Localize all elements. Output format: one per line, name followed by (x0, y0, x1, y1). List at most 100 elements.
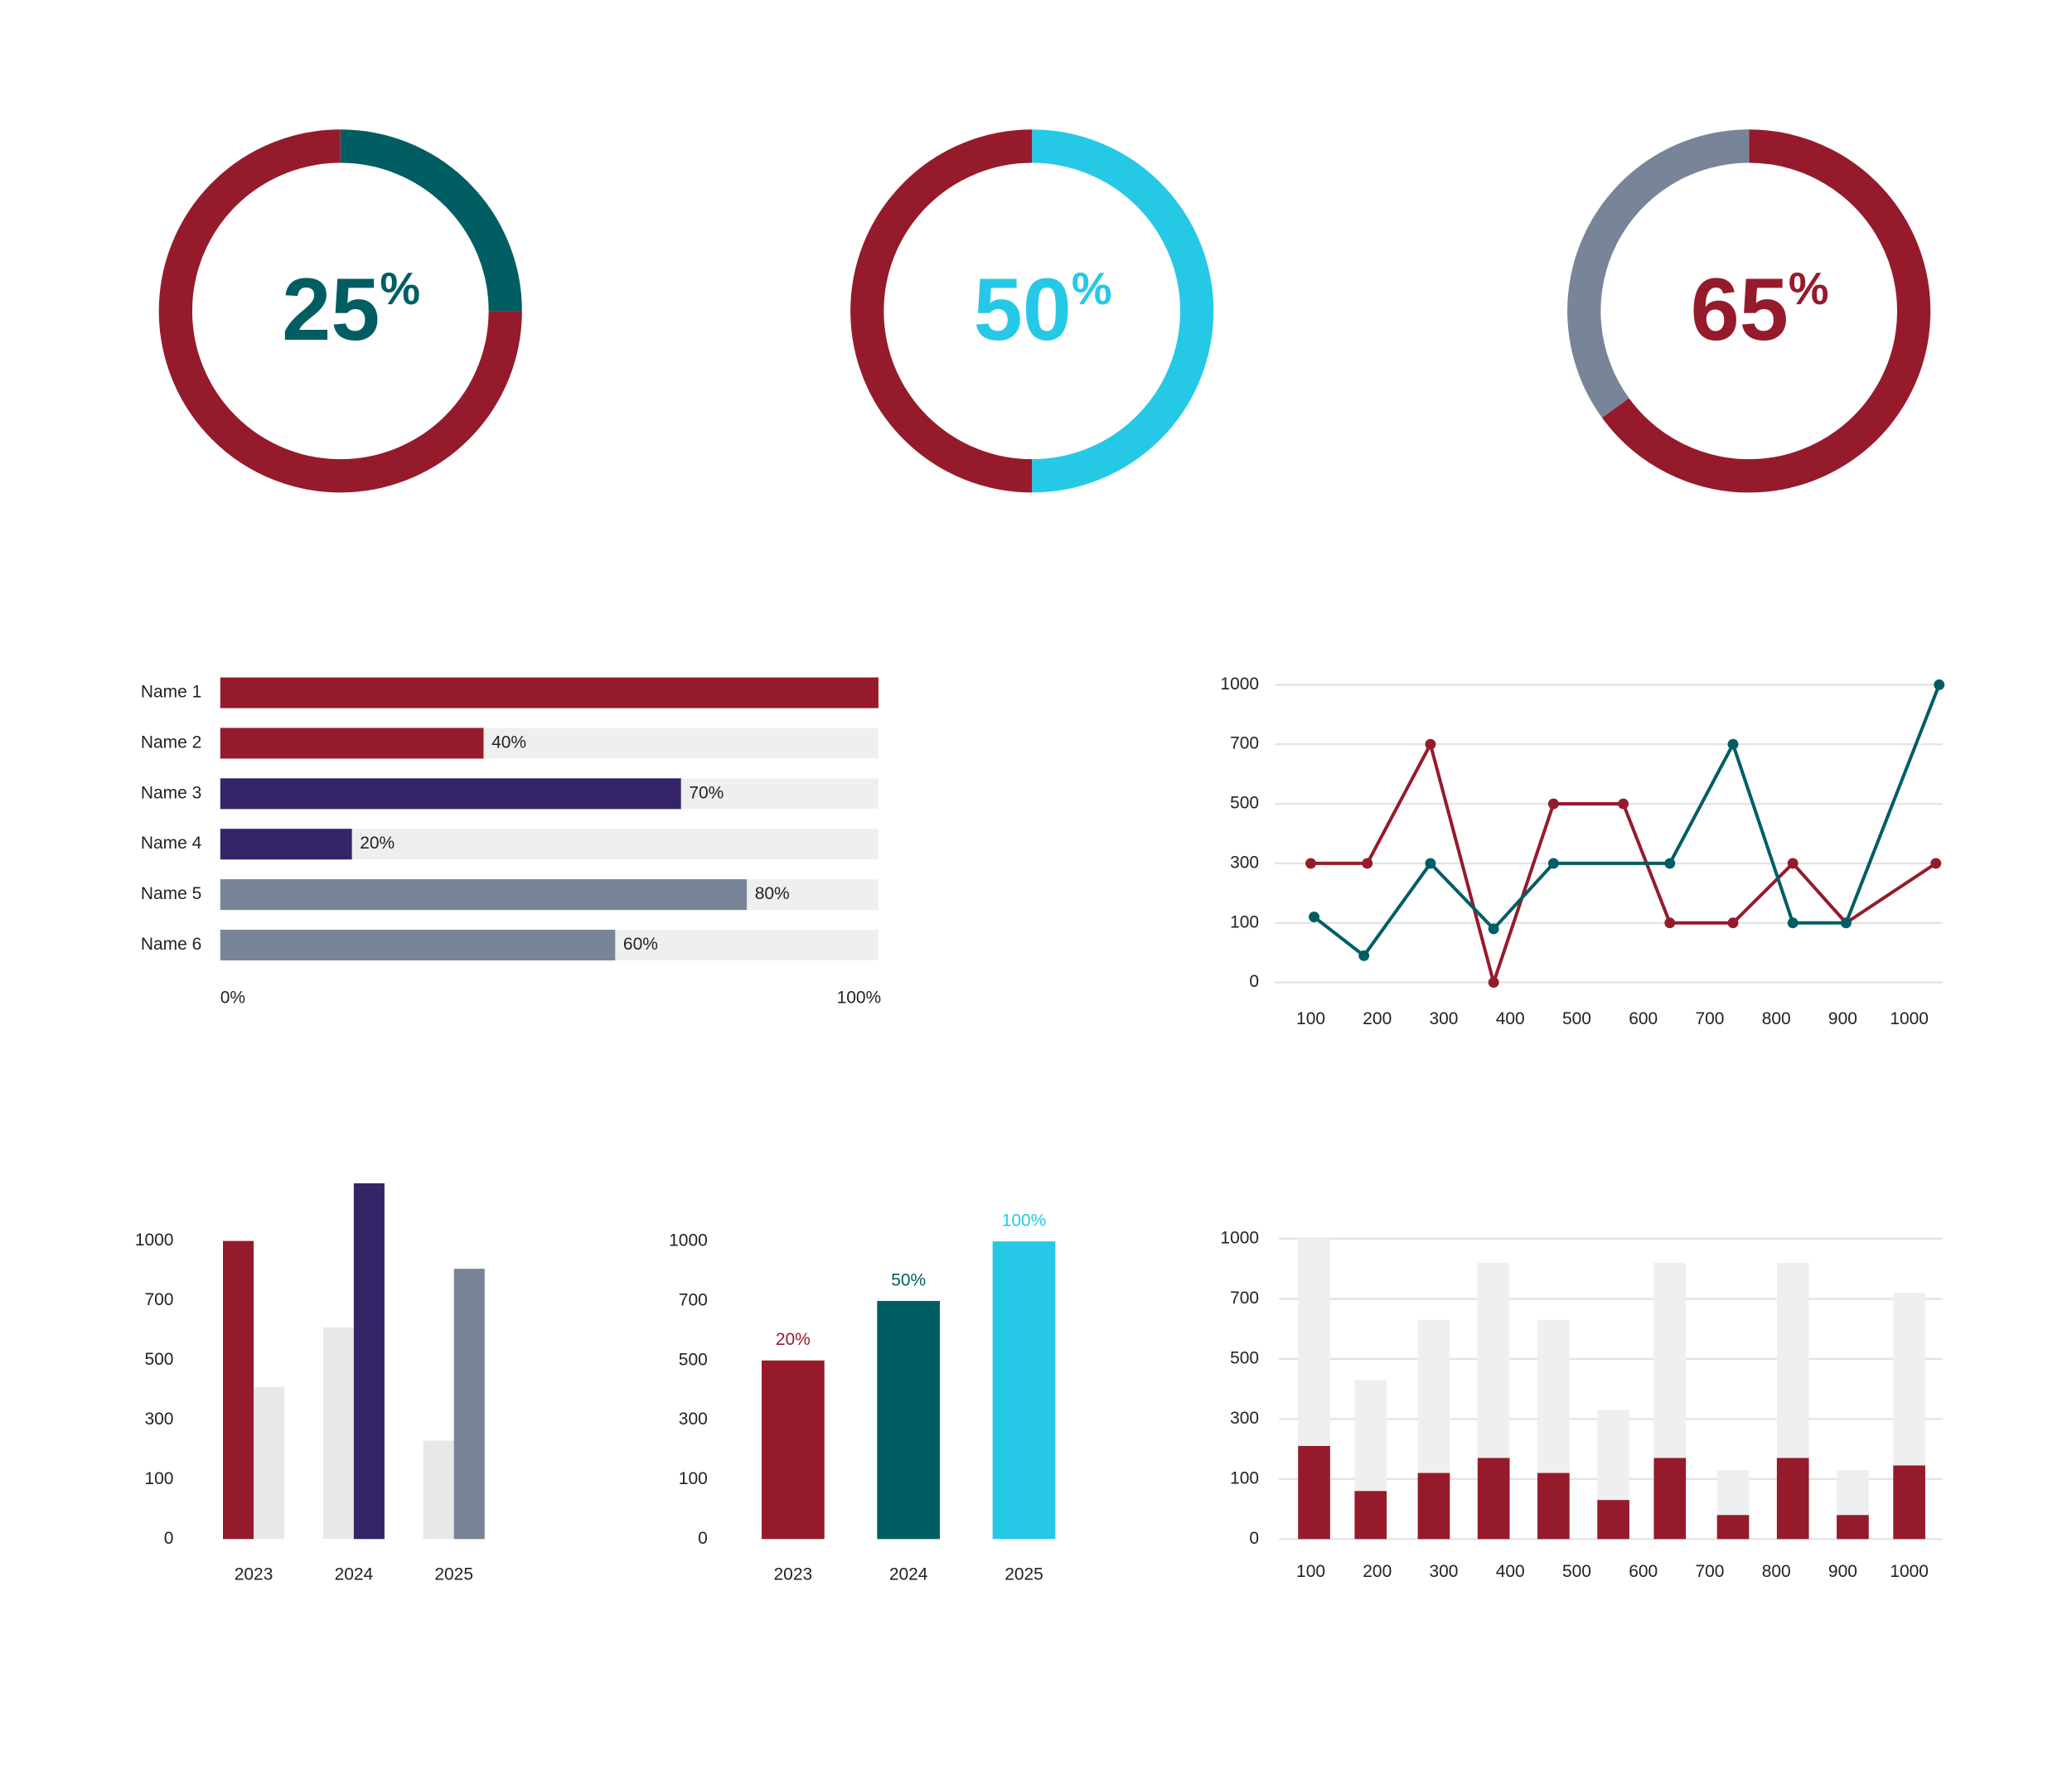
bar (220, 879, 748, 911)
point (1727, 738, 1739, 750)
center-unit: % (380, 263, 420, 314)
x-tick-label: 400 (1496, 1009, 1525, 1028)
point (1664, 858, 1676, 869)
center-unit: % (1789, 263, 1829, 314)
value-label: 20% (360, 834, 395, 853)
bar (877, 1300, 941, 1540)
point (1362, 858, 1373, 869)
bar (223, 1240, 254, 1540)
value-label: 70% (689, 783, 724, 802)
y-tick-label: 700 (1230, 1289, 1259, 1308)
center-number: 50 (974, 260, 1072, 359)
x-tick-label: 2024 (335, 1564, 374, 1584)
y-tick-label: 0 (1249, 1529, 1259, 1548)
y-tick-label: 0 (1249, 972, 1259, 991)
point (1309, 912, 1319, 923)
x-tick-label: 300 (1430, 1009, 1459, 1028)
x-tick-label: 1000 (1890, 1562, 1929, 1581)
y-tick-label: 0 (698, 1529, 708, 1548)
point (1425, 858, 1436, 869)
bar (220, 929, 616, 961)
point (1664, 917, 1676, 929)
x-tick-label: 900 (1828, 1009, 1857, 1028)
x-tick-label: 700 (1695, 1009, 1724, 1028)
y-tick-label: 500 (144, 1350, 173, 1369)
bar (761, 1360, 825, 1540)
bar (1716, 1515, 1750, 1540)
category-label: Name 4 (141, 834, 202, 853)
donut-segment (340, 129, 522, 312)
bar (1653, 1458, 1687, 1540)
category-label: Name 2 (141, 733, 201, 752)
x-tick-label: 2025 (434, 1564, 473, 1584)
x-tick-label: 900 (1828, 1562, 1857, 1581)
x-tick-label: 100 (1296, 1009, 1325, 1028)
x-tick-label: 800 (1762, 1009, 1791, 1028)
bar (423, 1440, 454, 1540)
donut-segment (850, 129, 1033, 493)
x-tick-label: 200 (1363, 1562, 1392, 1581)
category-label: Name 5 (141, 884, 201, 903)
x-tick-label: 2024 (889, 1564, 928, 1584)
center-number: 25 (282, 260, 380, 359)
y-tick-label: 300 (144, 1410, 173, 1429)
point (1305, 858, 1316, 869)
bar (1837, 1515, 1869, 1540)
y-tick-label: 300 (679, 1410, 708, 1429)
y-tick-label: 300 (1230, 853, 1259, 872)
y-tick-label: 700 (144, 1290, 173, 1309)
x-tick-label: 100 (1296, 1562, 1325, 1581)
bar (1298, 1445, 1330, 1540)
y-tick-label: 100 (1230, 1468, 1259, 1487)
category-label: Name 1 (141, 683, 201, 702)
donut-segment (158, 129, 522, 493)
point (1840, 917, 1852, 929)
value-label: 80% (755, 884, 790, 903)
x-tick-label: 500 (1562, 1009, 1591, 1028)
point (1930, 858, 1942, 869)
y-tick-label: 500 (679, 1350, 708, 1369)
point (1727, 917, 1739, 929)
point (1787, 858, 1798, 869)
x-tick-label: 2025 (1005, 1564, 1043, 1584)
center-number: 65 (1691, 260, 1789, 359)
point (1618, 798, 1629, 810)
center-label: 25% (282, 260, 420, 359)
x-tick-label: 2023 (774, 1564, 813, 1584)
bar (1354, 1491, 1387, 1540)
annotation: 100% (1002, 1211, 1047, 1230)
x-tick-label: 800 (1762, 1562, 1791, 1581)
bar (322, 1327, 354, 1540)
x-tick-label: 600 (1629, 1562, 1658, 1581)
point (1488, 977, 1499, 989)
x-tick-label: 400 (1496, 1562, 1525, 1581)
point (1425, 738, 1436, 750)
y-tick-label: 1000 (1220, 675, 1259, 694)
bar (220, 778, 681, 810)
y-tick-label: 100 (144, 1469, 173, 1488)
point (1547, 858, 1559, 869)
bar (1477, 1458, 1510, 1540)
center-label: 65% (1691, 260, 1829, 359)
bar (220, 728, 484, 759)
bar (353, 1183, 385, 1540)
center-label: 50% (974, 260, 1112, 359)
x-tick-label: 2023 (235, 1564, 274, 1584)
point (1358, 950, 1370, 961)
bar (254, 1386, 285, 1540)
y-tick-label: 0 (164, 1529, 174, 1548)
donut-segment (1601, 129, 1931, 493)
donut-segment (1032, 129, 1214, 493)
x-tick-label: 700 (1695, 1562, 1724, 1581)
annotation: 20% (776, 1330, 811, 1349)
point (1488, 923, 1499, 935)
point (1787, 917, 1798, 929)
x-tick-label: 300 (1430, 1562, 1459, 1581)
x-tick-label: 100% (837, 988, 882, 1007)
y-tick-label: 1000 (1220, 1228, 1259, 1247)
value-label: 40% (491, 733, 526, 752)
y-tick-label: 700 (1230, 734, 1259, 753)
bar (992, 1241, 1056, 1540)
